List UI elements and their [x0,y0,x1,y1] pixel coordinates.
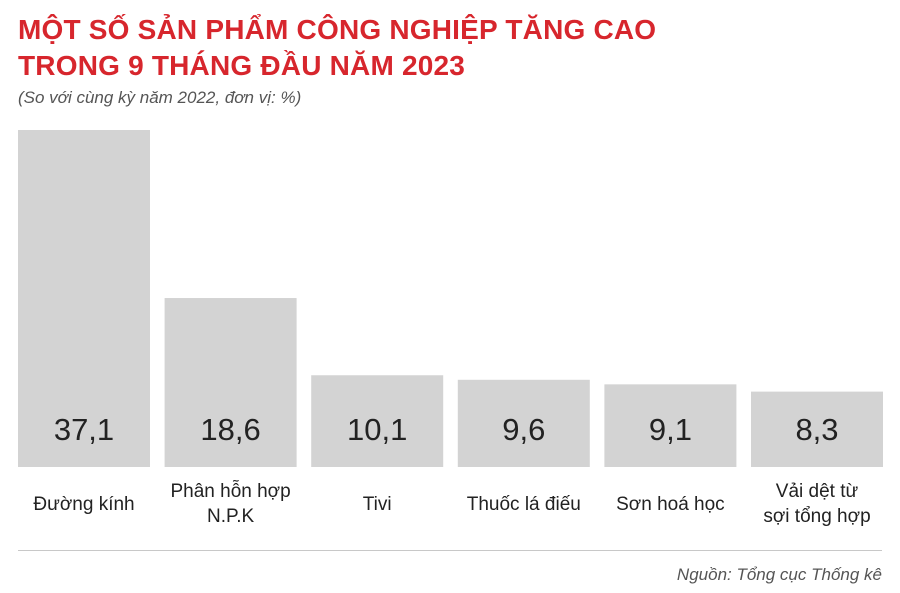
category-label-5: Vải dệt từ sợi tổng hợp [763,481,870,527]
category-label-3-line-0: Thuốc lá điếu [467,494,581,515]
footer-divider [18,550,882,551]
category-label-1-line-1: N.P.K [207,506,255,527]
category-label-1-line-0: Phân hỗn hợp [170,480,290,502]
bar-3 [457,379,590,467]
bar-2 [311,375,444,467]
chart-title: MỘT SỐ SẢN PHẨM CÔNG NGHIỆP TĂNG CAO TRO… [18,12,656,84]
bar-5 [751,391,883,467]
category-label-5-line-1: sợi tổng hợp [763,506,870,527]
bar-value-label-0: 37,1 [54,412,114,447]
chart-title-line-2: TRONG 9 THÁNG ĐẦU NĂM 2023 [18,50,466,81]
chart-subtitle: (So với cùng kỳ năm 2022, đơn vị: %) [18,88,302,107]
chart-title-line-1: MỘT SỐ SẢN PHẨM CÔNG NGHIỆP TĂNG CAO [18,14,657,45]
category-label-2: Tivi [363,494,392,515]
bar-0 [18,130,150,467]
category-label-2-line-0: Tivi [363,494,392,515]
bar-1 [164,298,297,467]
source-note: Nguồn: Tổng cục Thống kê [676,565,882,584]
bar-value-label-1: 18,6 [200,412,260,447]
bar-value-label-2: 10,1 [347,412,407,447]
bar-value-label-4: 9,1 [649,412,692,447]
category-label-5-line-0: Vải dệt từ [776,481,859,502]
category-label-4-line-0: Sơn hoá học [616,494,725,515]
bar-4 [604,384,737,467]
category-label-4: Sơn hoá học [616,494,725,515]
category-label-1: Phân hỗn hợp N.P.K [170,480,290,527]
bar-value-label-5: 8,3 [795,412,838,447]
category-label-0-line-0: Đường kính [33,494,134,515]
category-label-3: Thuốc lá điếu [467,494,581,515]
category-label-0: Đường kính [33,494,134,515]
bar-value-label-3: 9,6 [502,412,545,447]
